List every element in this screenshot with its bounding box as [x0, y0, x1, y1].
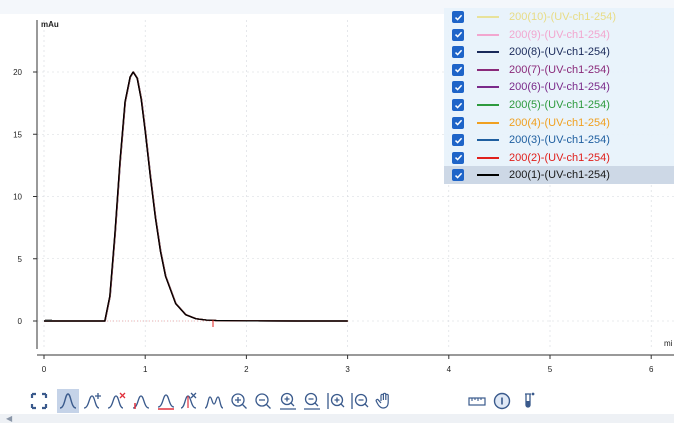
sample-tube-icon[interactable] [517, 389, 539, 413]
ruler-icon[interactable] [466, 389, 488, 413]
legend-label: 200(10)-(UV-ch1-254) [509, 11, 616, 23]
chart-toolbar [28, 389, 588, 415]
x-tick-label: 4 [447, 365, 452, 374]
legend-item[interactable]: 200(10)-(UV-ch1-254) [444, 8, 674, 26]
zoom-in-y-icon[interactable] [325, 389, 347, 413]
peak-split-icon[interactable] [203, 389, 225, 413]
add-peak-icon[interactable] [82, 389, 104, 413]
axis-layer [36, 20, 674, 356]
legend-label: 200(5)-(UV-ch1-254) [509, 99, 610, 111]
peak-icon[interactable] [57, 389, 79, 413]
legend-label: 200(8)-(UV-ch1-254) [509, 46, 610, 59]
y-tick-label: 10 [13, 193, 22, 202]
x-axis-label: mi [664, 339, 673, 348]
legend-item[interactable]: 200(7)-(UV-ch1-254) [444, 61, 674, 79]
zoom-in-icon[interactable] [228, 389, 250, 413]
series-line [44, 71, 348, 322]
legend-label: 200(7)-(UV-ch1-254) [509, 63, 610, 76]
y-tick-label: 0 [18, 317, 23, 326]
legend-swatch [477, 51, 499, 54]
legend-item[interactable]: 200(5)-(UV-ch1-254) [444, 96, 674, 114]
legend-swatch [477, 139, 499, 142]
x-tick-label: 1 [143, 365, 148, 374]
checkbox-checked-icon[interactable] [452, 151, 464, 164]
legend-swatch [477, 33, 499, 36]
zoom-out-y-icon[interactable] [349, 389, 371, 413]
checkbox-checked-icon[interactable] [452, 81, 464, 94]
legend-item[interactable]: 200(8)-(UV-ch1-254) [444, 43, 674, 61]
legend-label: 200(4)-(UV-ch1-254) [509, 116, 610, 129]
legend-label: 200(2)-(UV-ch1-254) [509, 151, 610, 164]
info-icon[interactable] [491, 389, 513, 413]
horizontal-scrollbar[interactable] [0, 414, 674, 423]
legend-swatch [477, 104, 499, 106]
zoom-in-x-icon[interactable] [277, 389, 299, 413]
y-axis-label: mAu [41, 20, 59, 29]
checkbox-checked-icon[interactable] [452, 116, 464, 129]
y-tick-label: 20 [13, 68, 22, 77]
y-tick-label: 15 [13, 130, 22, 139]
fullscreen-icon[interactable] [28, 389, 50, 413]
legend-label: 200(6)-(UV-ch1-254) [509, 81, 610, 94]
legend-item[interactable]: 200(3)-(UV-ch1-254) [444, 131, 674, 149]
series-layer [44, 71, 349, 322]
checkbox-checked-icon[interactable] [452, 99, 464, 111]
legend-item[interactable]: 200(2)-(UV-ch1-254) [444, 149, 674, 167]
y-tick-label: 5 [18, 255, 23, 264]
legend-swatch [477, 121, 499, 124]
scroll-left-icon[interactable]: ◀ [6, 414, 13, 423]
zoom-out-icon[interactable] [252, 389, 274, 413]
legend-swatch [477, 174, 499, 177]
zoom-out-x-icon[interactable] [301, 389, 323, 413]
chromatogram-chart[interactable]: 0 1 2 3 4 5 6 0 5 10 15 20 mAu mi [0, 0, 674, 378]
checkbox-checked-icon[interactable] [452, 46, 464, 59]
legend-swatch [477, 16, 499, 18]
legend-panel: 200(10)-(UV-ch1-254) 200(9)-(UV-ch1-254) 2… [444, 8, 674, 185]
checkbox-checked-icon[interactable] [452, 63, 464, 76]
legend-item[interactable]: 200(1)-(UV-ch1-254) [444, 166, 674, 185]
checkbox-checked-icon[interactable] [452, 28, 464, 41]
pan-hand-icon[interactable] [373, 389, 395, 413]
checkbox-checked-icon[interactable] [452, 11, 464, 23]
legend-label: 200(9)-(UV-ch1-254) [509, 28, 610, 41]
legend-item[interactable]: 200(9)-(UV-ch1-254) [444, 26, 674, 44]
checkbox-checked-icon[interactable] [452, 134, 464, 147]
tick-layer: 0 1 2 3 4 5 6 0 5 10 15 20 [13, 68, 654, 374]
peak-cut-icon[interactable] [178, 389, 200, 413]
legend-item[interactable]: 200(6)-(UV-ch1-254) [444, 78, 674, 96]
legend-swatch [477, 68, 499, 71]
x-tick-label: 0 [42, 365, 47, 374]
marker-layer [45, 319, 214, 327]
x-tick-label: 6 [649, 365, 654, 374]
baseline-icon[interactable] [155, 389, 177, 413]
legend-label: 200(1)-(UV-ch1-254) [509, 169, 610, 182]
delete-peak-icon[interactable] [106, 389, 128, 413]
legend-label: 200(3)-(UV-ch1-254) [509, 134, 610, 147]
legend-item[interactable]: 200(4)-(UV-ch1-254) [444, 114, 674, 132]
x-tick-label: 5 [548, 365, 553, 374]
checkbox-checked-icon[interactable] [452, 169, 464, 182]
legend-swatch [477, 156, 499, 159]
peak-start-icon[interactable] [130, 389, 152, 413]
x-tick-label: 2 [244, 365, 249, 374]
x-tick-label: 3 [345, 365, 350, 374]
legend-swatch [477, 86, 499, 89]
